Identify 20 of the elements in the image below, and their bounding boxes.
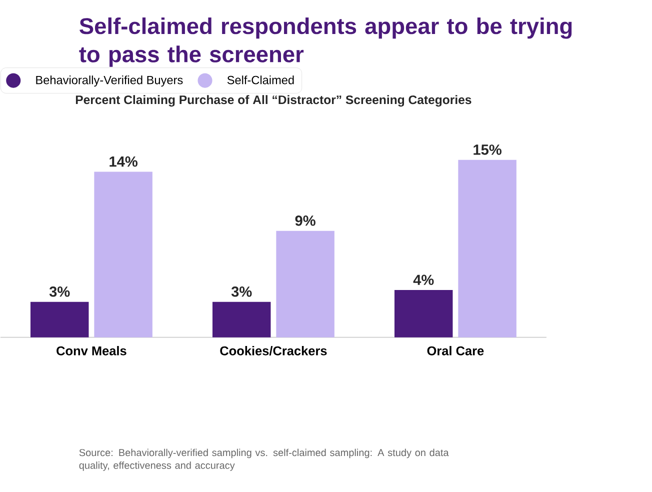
x-tick-label: Oral Care: [427, 346, 484, 356]
bar: [458, 160, 516, 338]
bar: [94, 172, 152, 338]
data-label: 3%: [49, 286, 70, 297]
chart-subtitle: Percent Claiming Purchase of All “Distractor” Screening Categories: [76, 94, 472, 106]
data-label: 4%: [413, 274, 434, 285]
data-label: 3%: [231, 286, 252, 297]
data-label: 14%: [110, 156, 138, 167]
legend-label: Behaviorally-Verified Buyers: [36, 75, 183, 86]
bar: [394, 290, 453, 338]
source-note: Source: Behaviorally-verified sampling vs. self-claimed sampling: A study on data quality, effectiveness and accuracy: [79, 448, 449, 471]
legend-label: Self-Claimed: [227, 75, 294, 84]
bar: [276, 230, 334, 338]
chart-title: Self-claimed respondents appear to be trying to pass the screener: [79, 17, 572, 67]
x-tick-label: Cookies/Crackers: [220, 346, 327, 356]
data-label: 9%: [295, 215, 316, 226]
bar: [212, 302, 271, 338]
data-label: 15%: [474, 144, 502, 155]
bar: [30, 302, 89, 338]
x-tick-label: Conv Meals: [56, 346, 126, 356]
